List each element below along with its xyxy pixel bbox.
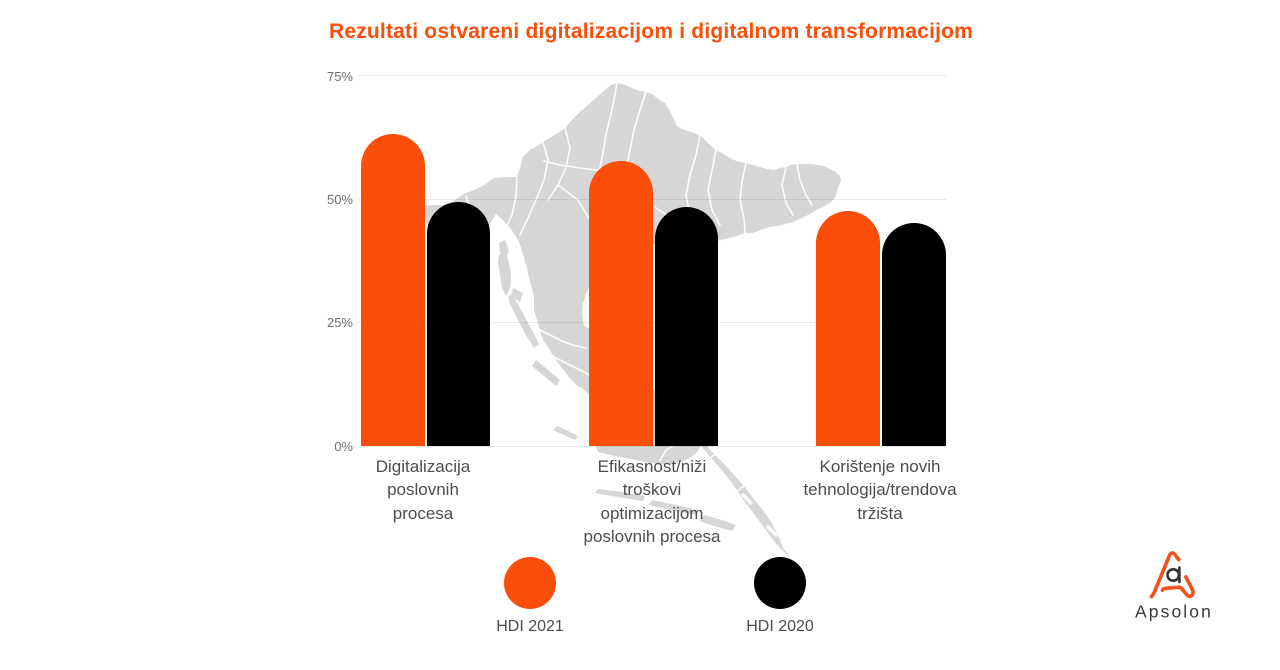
svg-text:Apsolon: Apsolon [1135, 602, 1213, 622]
